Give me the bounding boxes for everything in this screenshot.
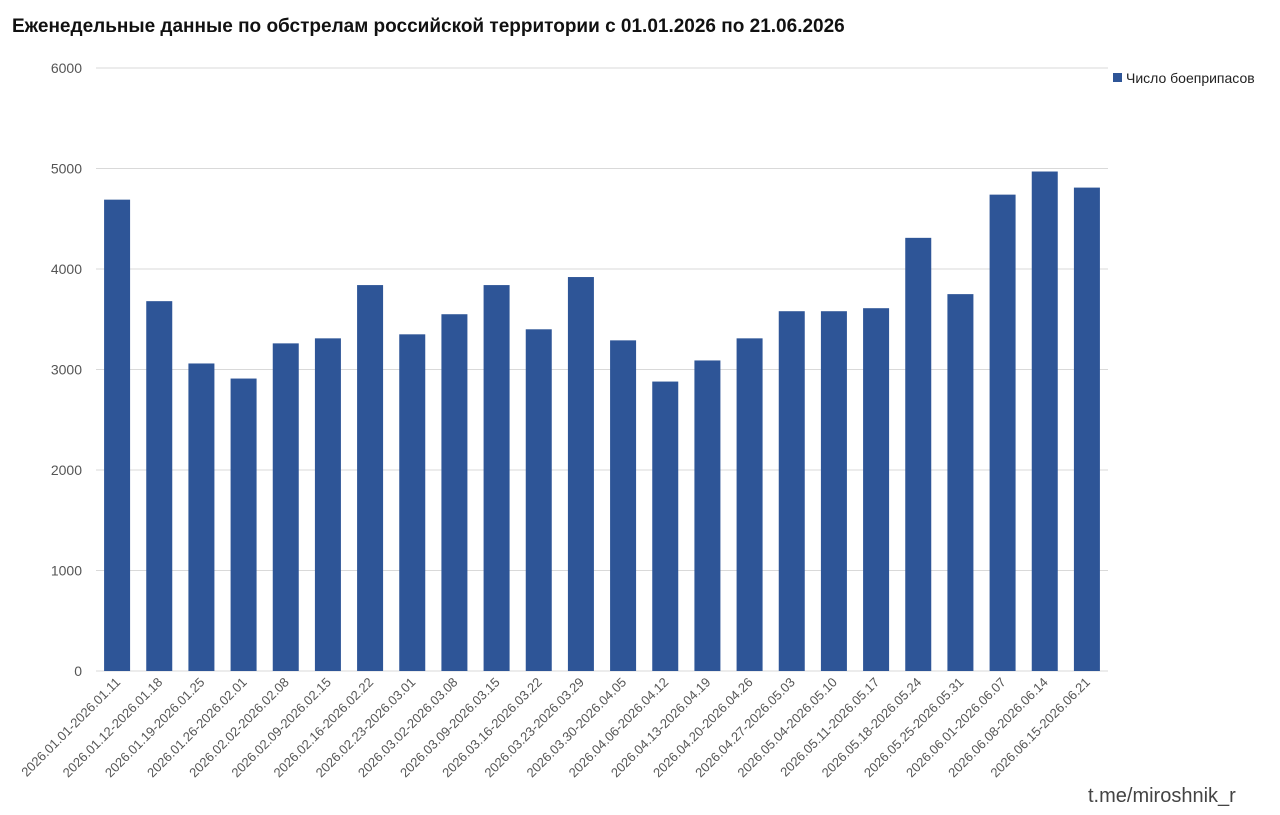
- bar: [1031, 171, 1058, 671]
- y-tick-label: 6000: [51, 60, 82, 76]
- bar: [104, 199, 131, 671]
- bar: [272, 343, 299, 671]
- bars: [104, 171, 1100, 671]
- bar: [694, 360, 721, 671]
- bar: [947, 294, 974, 671]
- bar: [989, 194, 1016, 671]
- bar: [483, 285, 510, 671]
- grid-lines: [96, 67, 1108, 672]
- bar: [778, 311, 805, 671]
- y-axis-ticks: 0 1000 2000 3000 4000 5000 6000: [51, 60, 82, 679]
- bar: [736, 338, 763, 671]
- y-tick-label: 5000: [51, 161, 82, 177]
- legend: Число боеприпасов: [1113, 70, 1255, 86]
- bar: [314, 338, 341, 671]
- bar: [567, 277, 594, 671]
- bar: [357, 285, 384, 671]
- bar: [863, 308, 890, 671]
- legend-swatch: [1113, 73, 1122, 82]
- y-tick-label: 1000: [51, 563, 82, 579]
- legend-label: Число боеприпасов: [1126, 70, 1255, 86]
- bar: [652, 381, 679, 671]
- bar: [188, 363, 215, 671]
- y-tick-label: 2000: [51, 462, 82, 478]
- bar: [1073, 187, 1100, 671]
- y-tick-label: 3000: [51, 362, 82, 378]
- credit-text: t.me/miroshnik_r: [1088, 785, 1236, 807]
- y-tick-label: 0: [74, 663, 82, 679]
- bar: [610, 340, 637, 671]
- bar: [230, 378, 257, 671]
- y-tick-label: 4000: [51, 261, 82, 277]
- bar: [820, 311, 847, 671]
- x-axis-ticks: 2026.01.01-2026.01.112026.01.12-2026.01.…: [18, 675, 1093, 781]
- bar: [525, 329, 552, 671]
- bar: [441, 314, 468, 671]
- bar: [905, 237, 932, 671]
- bar: [146, 301, 173, 671]
- bar: [399, 334, 426, 671]
- chart-title: Еженедельные данные по обстрелам российс…: [12, 16, 845, 37]
